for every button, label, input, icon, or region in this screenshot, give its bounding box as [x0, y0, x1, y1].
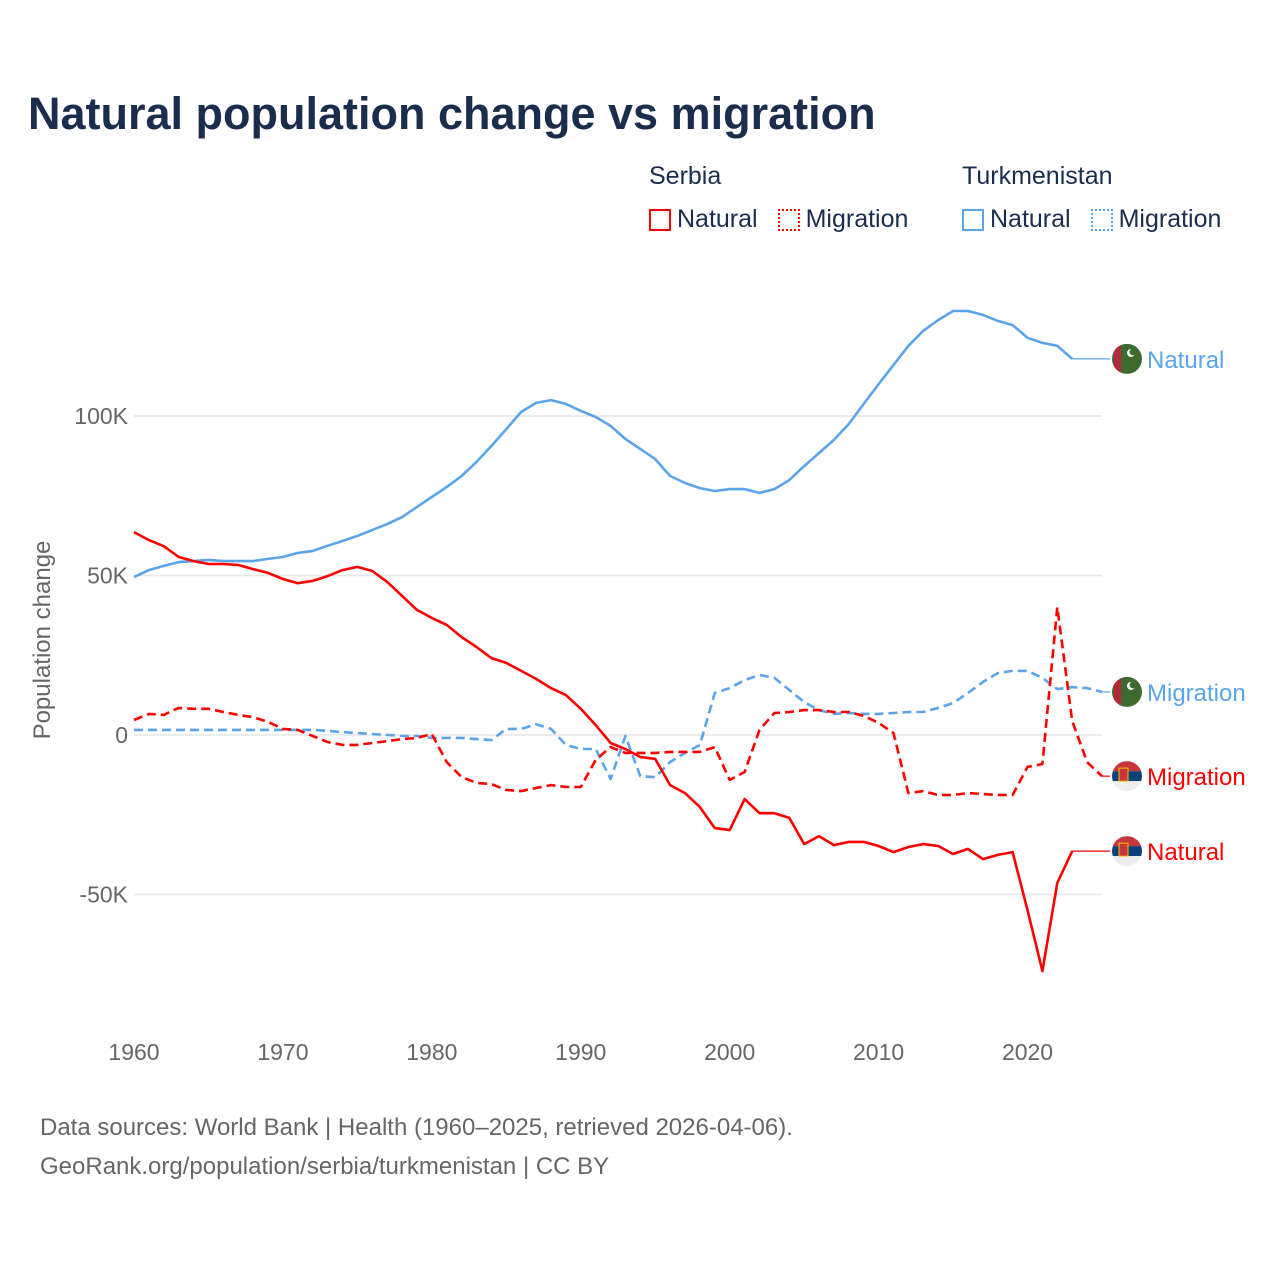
- serbia-flag-icon: [1112, 761, 1142, 792]
- x-tick-label: 1980: [406, 1039, 457, 1065]
- legend-group-turkmenistan: Turkmenistan Natural Migration: [962, 162, 1221, 234]
- legend-item-serbia-migration[interactable]: Migration: [777, 205, 909, 234]
- x-tick-label: 2000: [704, 1039, 755, 1065]
- x-tick-label: 2010: [853, 1039, 904, 1065]
- y-tick-label: 50K: [87, 563, 129, 589]
- legend-swatch-dotted: [777, 208, 800, 231]
- turkmenistan-flag-icon: [1112, 676, 1142, 707]
- legend-group-title: Serbia: [649, 162, 722, 190]
- series-end-label: Migration: [1147, 764, 1246, 791]
- x-tick-label: 1970: [257, 1039, 308, 1065]
- series-line-turkmenistan-migration[interactable]: [134, 669, 1103, 781]
- series-line-serbia-migration[interactable]: [133, 605, 1103, 797]
- legend-label: Migration: [805, 205, 909, 233]
- series-end-label: Migration: [1147, 680, 1246, 707]
- series-line-turkmenistan-natural[interactable]: [133, 309, 1074, 579]
- legend-swatch-dotted: [1090, 208, 1113, 231]
- serbia-flag-icon: [1112, 836, 1142, 867]
- y-axis-title: Population change: [29, 541, 56, 740]
- series-end-label: Natural: [1147, 839, 1224, 866]
- legend-label: Natural: [990, 205, 1071, 233]
- legend-item-turkmenistan-natural[interactable]: Natural: [962, 205, 1071, 234]
- y-tick-label: -50K: [79, 882, 128, 908]
- legend-item-serbia-natural[interactable]: Natural: [649, 205, 758, 234]
- x-tick-label: 2020: [1002, 1039, 1053, 1065]
- footer: Data sources: World Bank | Health (1960–…: [40, 1108, 793, 1186]
- legend-label: Natural: [677, 205, 758, 233]
- legend-item-turkmenistan-migration[interactable]: Migration: [1090, 205, 1222, 234]
- x-tick-label: 1990: [555, 1039, 606, 1065]
- chart-title: Natural population change vs migration: [28, 88, 876, 139]
- legend-group-title: Turkmenistan: [962, 162, 1113, 190]
- attribution-link[interactable]: GeoRank.org/population/serbia/turkmenist…: [40, 1153, 610, 1180]
- series-end-label: Natural: [1147, 347, 1224, 374]
- series-line-serbia-natural[interactable]: [133, 530, 1074, 973]
- legend-group-serbia: Serbia Natural Migration: [649, 162, 908, 234]
- turkmenistan-flag-icon: [1112, 343, 1142, 374]
- data-source-note: Data sources: World Bank | Health (1960–…: [40, 1114, 793, 1141]
- y-tick-label: 0: [115, 722, 128, 748]
- legend-label: Migration: [1118, 205, 1222, 233]
- legend-swatch-solid: [649, 208, 671, 231]
- y-tick-label: 100K: [74, 403, 128, 429]
- legend-swatch-solid: [962, 208, 984, 231]
- x-tick-label: 1960: [108, 1039, 159, 1065]
